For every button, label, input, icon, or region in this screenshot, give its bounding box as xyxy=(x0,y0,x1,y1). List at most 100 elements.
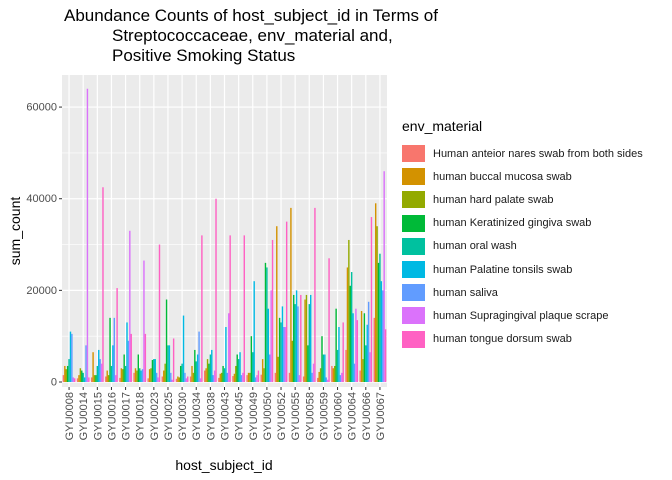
bar xyxy=(199,378,202,382)
bar xyxy=(213,370,216,382)
bar xyxy=(185,378,188,382)
bar xyxy=(294,304,296,382)
bar xyxy=(114,375,117,382)
bar xyxy=(187,376,189,382)
legend-label: human oral wash xyxy=(433,240,517,253)
bar xyxy=(235,365,237,382)
bar xyxy=(65,369,67,382)
bar xyxy=(380,281,383,382)
bar xyxy=(304,299,306,382)
bar xyxy=(254,377,257,382)
bar xyxy=(314,207,316,382)
x-tick-label: GYU0015 xyxy=(92,392,104,440)
bar xyxy=(192,372,195,382)
bar xyxy=(195,361,197,382)
bar xyxy=(204,370,206,382)
bar xyxy=(266,267,268,382)
x-tick-label: GYU0064 xyxy=(347,392,359,440)
bar xyxy=(137,354,140,382)
bar xyxy=(179,365,182,382)
bar xyxy=(348,239,350,382)
bar xyxy=(331,365,333,382)
bar xyxy=(274,372,277,382)
bar xyxy=(198,331,200,382)
bar xyxy=(72,377,75,382)
bar xyxy=(242,372,244,382)
legend-label: human buccal mucosa swab xyxy=(433,170,572,183)
bar xyxy=(285,221,288,382)
bar xyxy=(220,372,223,382)
bar xyxy=(140,370,142,382)
legend-key xyxy=(402,145,425,163)
legend-item: human Keratinized gingiva swab xyxy=(402,212,643,235)
x-tick-label: GYU0059 xyxy=(318,392,330,440)
bar xyxy=(324,354,326,382)
bar xyxy=(219,373,221,382)
x-tick-label: GYU0052 xyxy=(276,392,288,440)
bar xyxy=(62,375,65,382)
bar xyxy=(384,329,387,382)
bar xyxy=(205,368,207,382)
bar xyxy=(300,294,302,382)
bar xyxy=(163,370,165,382)
bar xyxy=(211,349,213,382)
chart-title-line-2: Streptococcaceae, env_material and, xyxy=(112,26,393,45)
bar xyxy=(247,372,250,382)
bar xyxy=(307,345,309,382)
bar xyxy=(257,370,260,382)
x-tick-label: GYU0050 xyxy=(262,392,274,440)
bar xyxy=(98,349,100,382)
bar xyxy=(352,313,354,382)
legend-item: human Palatine tonsils swab xyxy=(402,258,643,281)
bar xyxy=(346,267,349,382)
bar xyxy=(332,368,335,382)
x-axis: GYU0008 GYU0014 GYU0015 GYU0016 GYU0017 GYU00… xyxy=(64,387,387,440)
legend: env_material Human anteior nares swab fr… xyxy=(402,118,643,351)
legend-item: human tongue dorsum swab xyxy=(402,328,643,351)
bar xyxy=(79,368,82,382)
bar xyxy=(177,376,179,382)
bar xyxy=(191,365,193,382)
bar xyxy=(155,372,158,382)
bar xyxy=(93,375,96,382)
bar xyxy=(278,317,281,382)
bar xyxy=(134,368,137,382)
bar xyxy=(356,320,359,382)
bar xyxy=(374,203,377,382)
x-tick-label: GYU0023 xyxy=(149,392,161,440)
bar xyxy=(85,345,87,382)
bar xyxy=(215,198,217,382)
bar xyxy=(151,360,154,382)
bar xyxy=(382,290,384,382)
bar xyxy=(83,377,86,382)
bar xyxy=(311,372,313,382)
bar xyxy=(184,372,186,382)
bar xyxy=(325,377,327,382)
bar xyxy=(225,327,227,382)
legend-item: human Supragingival plaque scrape xyxy=(402,304,643,327)
bar xyxy=(319,368,322,382)
chart-title-line-3: Positive Smoking Status xyxy=(112,46,296,65)
y-tick-label: 40000 xyxy=(26,193,57,205)
legend-key xyxy=(402,307,425,325)
x-tick-label: GYU0067 xyxy=(375,392,387,440)
x-tick-label: GYU0045 xyxy=(234,392,246,440)
bar xyxy=(339,375,342,382)
bar xyxy=(264,262,267,382)
bar xyxy=(376,226,378,382)
x-tick-label: GYU0066 xyxy=(361,392,373,440)
bar xyxy=(360,310,363,382)
bar xyxy=(129,230,131,382)
bar xyxy=(341,372,343,382)
legend-item: human saliva xyxy=(402,281,643,304)
bar xyxy=(366,324,368,382)
bar xyxy=(92,352,94,382)
bar xyxy=(342,322,344,382)
bar xyxy=(136,370,138,382)
x-tick-label: GYU0025 xyxy=(163,392,175,440)
bar xyxy=(263,368,265,382)
bar xyxy=(350,272,353,382)
x-axis-label: host_subject_id xyxy=(175,457,272,473)
x-tick-label: GYU0058 xyxy=(304,392,316,440)
